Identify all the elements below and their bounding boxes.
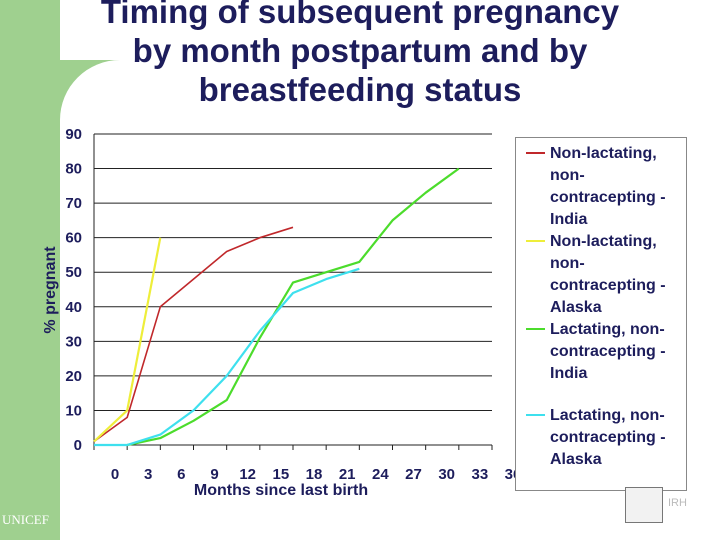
y-tick-label: 10 [65, 402, 82, 419]
legend-label: Lactating, non- contracepting - Alaska [550, 405, 686, 471]
legend-label: Lactating, non- contracepting - India [550, 319, 686, 385]
x-tick-label: 3 [144, 466, 152, 483]
y-tick-label: 90 [65, 126, 82, 143]
chart-title-line-2: by month postpartum and by [132, 32, 588, 69]
legend-label-line: India [550, 365, 588, 382]
x-tick-label: 6 [177, 466, 185, 483]
y-tick-label: 80 [65, 161, 82, 178]
legend-label-line: Lactating, non- [550, 321, 665, 338]
legend-label-line: contracepting - [550, 277, 666, 294]
y-tick-label: 20 [65, 368, 82, 385]
chart-title: Timing of subsequent pregnancy by month … [60, 0, 660, 109]
x-tick-label: 30 [438, 466, 455, 483]
legend-swatch [526, 240, 545, 242]
x-tick-label: 15 [272, 466, 289, 483]
legend-swatch [526, 152, 545, 154]
org-label: UNICEF [2, 512, 49, 527]
series-line [93, 226, 294, 443]
legend-label-line: contracepting - [550, 429, 666, 446]
x-tick-label: 27 [405, 466, 422, 483]
x-tick-label: 0 [111, 466, 119, 483]
chart-title-line-3: breastfeeding status [198, 71, 522, 108]
chart-legend: Non-lactating, non- contracepting - Indi… [515, 137, 687, 491]
x-tick-label: 18 [306, 466, 323, 483]
x-tick-label: 12 [239, 466, 256, 483]
series-lines [93, 167, 460, 447]
legend-label-line: India [550, 211, 588, 228]
slide-corner-curve [60, 60, 180, 180]
legend-label-line: Alaska [550, 451, 602, 468]
y-tick-label: 40 [65, 299, 82, 316]
legend-label-line: contracepting - [550, 189, 666, 206]
series-line [93, 237, 162, 443]
publisher-logo [625, 487, 663, 523]
y-axis-label: % pregnant [42, 246, 59, 334]
legend-label-line: Alaska [550, 299, 602, 316]
x-tick-label: 9 [210, 466, 218, 483]
x-tick-label: 33 [471, 466, 488, 483]
axes [93, 134, 493, 450]
y-tick-label: 60 [65, 230, 82, 247]
series-line [94, 267, 360, 447]
logo-text: IRH [668, 497, 687, 509]
gridlines [94, 133, 492, 411]
chart-title-line-1: Timing of subsequent pregnancy [100, 0, 620, 30]
y-tick-label: 0 [74, 437, 82, 454]
series-line [126, 167, 460, 447]
legend-swatch [526, 328, 545, 330]
legend-label-line: non- [550, 167, 585, 184]
x-tick-label: 24 [372, 466, 389, 483]
legend-label-line: Non-lactating, [550, 233, 657, 250]
x-tick-label: 21 [339, 466, 356, 483]
legend-label: Non-lactating, non- contracepting - Alas… [550, 231, 686, 319]
y-tick-label: 50 [65, 264, 82, 281]
legend-label: Non-lactating, non- contracepting - Indi… [550, 143, 686, 231]
legend-label-line: contracepting - [550, 343, 666, 360]
legend-swatch [526, 414, 545, 416]
y-tick-label: 30 [65, 333, 82, 350]
legend-label-line: non- [550, 255, 585, 272]
legend-label-line: Non-lactating, [550, 145, 657, 162]
x-axis-label: Months since last birth [194, 482, 368, 499]
legend-label-line: Lactating, non- [550, 407, 665, 424]
slide-sidebar [0, 0, 60, 540]
y-tick-label: 70 [65, 195, 82, 212]
